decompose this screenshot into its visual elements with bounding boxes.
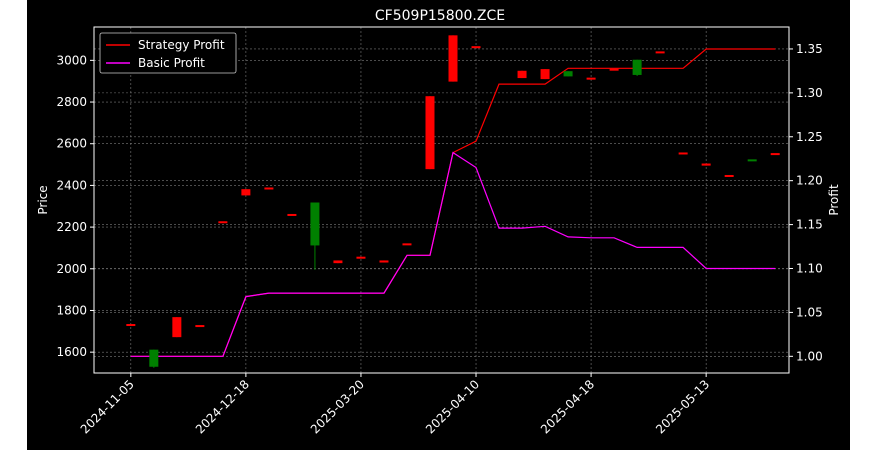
y2-tick-label: 1.15 xyxy=(796,218,823,232)
y-tick-label: 2000 xyxy=(56,262,87,276)
candle xyxy=(517,70,527,79)
candle-body xyxy=(609,68,619,71)
y-axis-right-label: Profit xyxy=(827,184,841,216)
candle xyxy=(402,243,412,246)
candle-body xyxy=(310,202,320,246)
candle-body xyxy=(195,325,205,328)
candle-body xyxy=(241,189,251,196)
x-tick-label: 2025-04-10 xyxy=(423,377,482,436)
candle xyxy=(563,71,573,77)
basic-profit-line xyxy=(130,151,776,357)
candle-body xyxy=(172,317,182,338)
candle xyxy=(632,59,642,76)
candle xyxy=(609,68,619,71)
candle xyxy=(264,187,274,190)
x-tick-label: 2025-04-18 xyxy=(538,377,597,436)
candle xyxy=(310,202,320,270)
candle-body xyxy=(724,174,734,177)
candle xyxy=(333,260,343,264)
y2-tick-label: 1.00 xyxy=(796,349,823,363)
y-axis-left-label: Price xyxy=(36,185,50,214)
candle-body xyxy=(379,260,389,263)
grid-lines xyxy=(94,27,789,373)
candle xyxy=(770,153,780,156)
legend: Strategy Profit Basic Profit xyxy=(99,32,237,74)
candle-body xyxy=(770,153,780,156)
x-tick-label: 2025-03-20 xyxy=(308,377,367,436)
y-tick-label: 1600 xyxy=(56,345,87,359)
candlestick-chart: CF509P15800.ZCE 1600 1800 2000 2200 2400 2600… xyxy=(36,8,841,436)
candle xyxy=(379,260,389,263)
y2-tick-label: 1.35 xyxy=(796,42,823,56)
candle xyxy=(218,221,228,224)
y2-tick-label: 1.05 xyxy=(796,305,823,319)
x-tick-label: 2024-11-05 xyxy=(78,377,137,436)
candle xyxy=(241,189,251,196)
candle-body xyxy=(678,152,688,155)
candle xyxy=(287,213,297,216)
candle-body xyxy=(333,260,343,264)
y-tick-label: 2600 xyxy=(56,137,87,151)
legend-label: Strategy Profit xyxy=(138,38,225,52)
candle-body xyxy=(425,96,435,170)
candle-body xyxy=(287,213,297,216)
candle xyxy=(586,77,596,80)
y-tick-label: 2200 xyxy=(56,220,87,234)
y2-tick-label: 1.25 xyxy=(796,130,823,144)
candle-body xyxy=(149,349,159,367)
candle-body xyxy=(540,69,550,80)
y-tick-label: 1800 xyxy=(56,303,87,317)
candle xyxy=(724,174,734,177)
y-tick-label: 2400 xyxy=(56,178,87,192)
y-axis-right: 1.00 1.05 1.10 1.15 1.20 1.25 1.30 1.35 xyxy=(789,42,823,363)
y2-tick-label: 1.10 xyxy=(796,261,823,275)
y2-tick-label: 1.20 xyxy=(796,174,823,188)
candle xyxy=(655,51,665,54)
chart-figure: CF509P15800.ZCE 1600 1800 2000 2200 2400 2600… xyxy=(27,0,850,450)
candle-body xyxy=(655,51,665,54)
y2-tick-label: 1.30 xyxy=(796,86,823,100)
y-axis-left: 1600 1800 2000 2200 2400 2600 2800 3000 xyxy=(56,53,94,359)
candle-body xyxy=(402,243,412,246)
candle xyxy=(425,96,435,170)
y-tick-label: 2800 xyxy=(56,95,87,109)
plot-frame xyxy=(93,26,790,374)
candle-body xyxy=(264,187,274,190)
candle-body xyxy=(471,46,481,49)
candle-body xyxy=(701,163,711,166)
x-axis: 2024-11-05 2024-12-18 2025-03-20 2025-04-10… xyxy=(78,373,712,436)
candle-body xyxy=(218,221,228,224)
candle-body xyxy=(632,59,642,75)
candle-body xyxy=(747,159,757,162)
candle-body xyxy=(563,71,573,77)
candle-body xyxy=(586,77,596,80)
x-tick-label: 2025-05-13 xyxy=(653,377,712,436)
candle xyxy=(126,324,136,327)
candle xyxy=(678,152,688,155)
candle-body xyxy=(126,324,136,327)
candle xyxy=(471,46,481,49)
candle xyxy=(149,349,159,368)
x-tick-label: 2024-12-18 xyxy=(193,377,252,436)
candle xyxy=(701,163,711,166)
candle xyxy=(448,35,458,82)
candle xyxy=(540,69,550,80)
candle-body xyxy=(356,256,366,259)
candle-body xyxy=(517,70,527,79)
candle xyxy=(195,325,205,328)
profit-series xyxy=(130,48,776,357)
candle xyxy=(356,256,366,259)
candle-body xyxy=(448,35,458,82)
legend-label: Basic Profit xyxy=(138,56,205,70)
y-tick-label: 3000 xyxy=(56,53,87,67)
legend-box xyxy=(99,32,237,74)
candle xyxy=(172,317,182,338)
candles xyxy=(126,35,780,368)
candle xyxy=(747,159,757,162)
chart-title: CF509P15800.ZCE xyxy=(375,8,505,24)
